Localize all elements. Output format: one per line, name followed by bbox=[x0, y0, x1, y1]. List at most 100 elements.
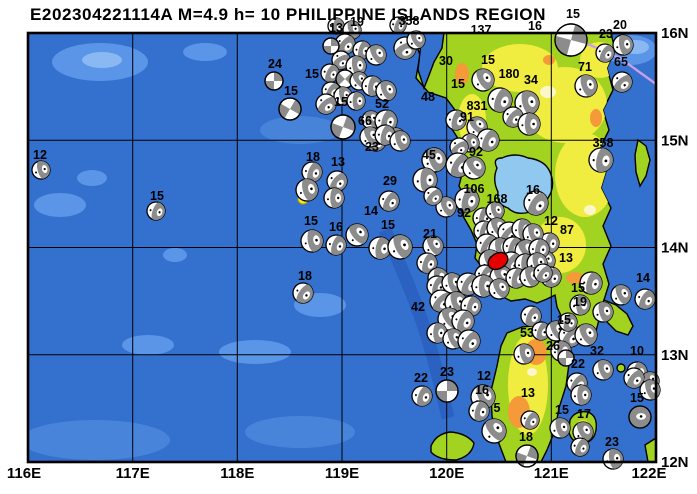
event-label: 19 bbox=[573, 295, 587, 309]
focal-mechanism bbox=[325, 234, 347, 256]
event-label: 15 bbox=[630, 391, 644, 405]
focal-mechanism bbox=[592, 301, 614, 323]
event-label: 30 bbox=[439, 54, 453, 68]
event-label: 15 bbox=[555, 403, 569, 417]
focal-mechanism bbox=[346, 91, 366, 111]
event-label: 18 bbox=[298, 269, 312, 283]
focal-mechanism bbox=[487, 87, 513, 113]
event-label: 65 bbox=[614, 55, 628, 69]
focal-mechanism bbox=[31, 160, 51, 180]
longitude-labels: 116E 117E 118E 119E 120E 121E 122E bbox=[7, 465, 667, 482]
focal-mechanism bbox=[330, 114, 356, 140]
focal-mechanism bbox=[462, 156, 486, 180]
focal-mechanism bbox=[572, 421, 594, 443]
focal-mechanism bbox=[445, 109, 467, 131]
focal-mechanism bbox=[520, 305, 542, 327]
event-label: 15 bbox=[381, 218, 395, 232]
latitude-label: 14N bbox=[661, 240, 689, 257]
focal-mechanism bbox=[406, 30, 426, 50]
focal-mechanism bbox=[315, 93, 337, 115]
focal-mechanism bbox=[468, 400, 490, 422]
focal-mechanism bbox=[454, 187, 480, 213]
event-label: 16 bbox=[526, 183, 540, 197]
longitude-label: 122E bbox=[631, 465, 666, 482]
focal-mechanism bbox=[623, 367, 645, 389]
event-label: 15 bbox=[150, 189, 164, 203]
focal-mechanism bbox=[365, 44, 387, 66]
focal-mechanism bbox=[588, 147, 614, 173]
focal-mechanism bbox=[300, 229, 324, 253]
event-label: 16 bbox=[329, 220, 343, 234]
event-label: 5 bbox=[494, 401, 501, 415]
latitude-label: 16N bbox=[661, 25, 689, 42]
longitude-label: 118E bbox=[220, 465, 254, 482]
focal-mechanism bbox=[416, 252, 438, 274]
focal-mechanism bbox=[470, 384, 496, 410]
focal-mechanism bbox=[326, 170, 348, 192]
focal-mechanism bbox=[628, 405, 652, 429]
longitude-label: 117E bbox=[116, 465, 150, 482]
focal-mechanism bbox=[558, 312, 578, 332]
event-label: 358 bbox=[399, 14, 420, 28]
lingayen-gulf bbox=[417, 33, 445, 91]
focal-mechanism bbox=[264, 71, 284, 91]
map-title: E202304221114A M=4.9 h= 10 PHILIPPINE IS… bbox=[30, 6, 546, 24]
latitude-label: 15N bbox=[661, 132, 689, 149]
focal-mechanism bbox=[422, 235, 444, 257]
focal-mechanism bbox=[320, 63, 340, 83]
event-label: 17 bbox=[577, 407, 591, 421]
focal-mechanism bbox=[421, 147, 447, 173]
event-label: 14 bbox=[636, 271, 650, 285]
event-label: 13 bbox=[559, 251, 573, 265]
focal-mechanism bbox=[549, 417, 571, 439]
event-label: 16 bbox=[528, 19, 542, 33]
event-label: 34 bbox=[524, 73, 538, 87]
event-label: 15 bbox=[481, 53, 495, 67]
focal-mechanism bbox=[523, 190, 549, 216]
focal-mechanism bbox=[574, 323, 598, 347]
event-label: 53 bbox=[520, 326, 534, 340]
focal-mechanism bbox=[322, 37, 340, 55]
event-label: 48 bbox=[421, 90, 435, 104]
event-label: 32 bbox=[590, 344, 604, 358]
event-label: 13 bbox=[331, 155, 345, 169]
longitude-label: 119E bbox=[325, 465, 359, 482]
focal-mechanism bbox=[278, 97, 302, 121]
focal-mechanism bbox=[412, 167, 438, 193]
focal-mechanism bbox=[485, 201, 505, 221]
event-label: 20 bbox=[613, 18, 627, 32]
focal-mechanism bbox=[569, 294, 591, 316]
event-label: 19 bbox=[350, 15, 364, 29]
focal-mechanism bbox=[457, 329, 481, 353]
event-label: 23 bbox=[605, 435, 619, 449]
event-label: 137 bbox=[471, 23, 492, 37]
event-label: 42 bbox=[411, 300, 425, 314]
focal-mechanism bbox=[449, 137, 469, 157]
event-label: 106 bbox=[464, 182, 485, 196]
event-label: 45 bbox=[422, 148, 436, 162]
latitude-labels: 16N 15N 14N 13N 12N bbox=[661, 25, 689, 471]
focal-mechanism bbox=[570, 437, 590, 457]
highlighted-event-mechanism bbox=[487, 251, 509, 271]
event-label: 15 bbox=[304, 214, 318, 228]
focal-mechanism bbox=[610, 284, 632, 306]
event-label: 29 bbox=[383, 174, 397, 188]
focal-mechanism bbox=[476, 128, 500, 152]
event-label: 16 bbox=[475, 383, 489, 397]
focal-mechanism bbox=[520, 410, 540, 430]
plate-boundary-line bbox=[582, 40, 656, 85]
focal-mechanism bbox=[514, 90, 540, 116]
focal-mechanism bbox=[574, 74, 598, 98]
event-label: 15 bbox=[451, 77, 465, 91]
event-label: 18 bbox=[306, 150, 320, 164]
focal-mechanism bbox=[611, 71, 633, 93]
latitude-label: 13N bbox=[661, 347, 689, 364]
event-label: 12 bbox=[33, 148, 47, 162]
event-label: 15 bbox=[571, 281, 585, 295]
event-label: 23 bbox=[440, 365, 454, 379]
focal-mechanism bbox=[634, 288, 656, 310]
event-label: 71 bbox=[578, 60, 592, 74]
focal-mechanism bbox=[292, 282, 314, 304]
